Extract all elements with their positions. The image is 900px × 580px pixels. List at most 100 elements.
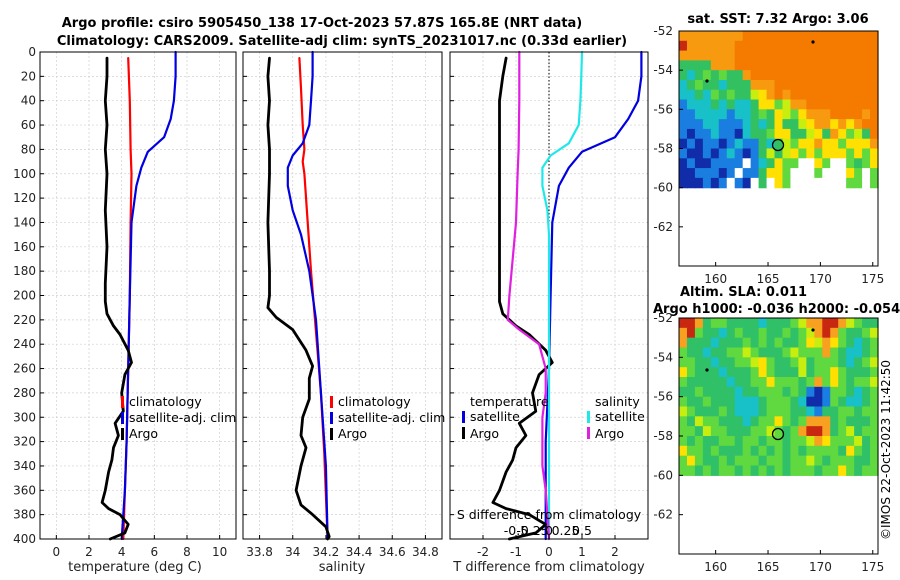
heatmap-cell bbox=[734, 327, 744, 339]
series-s-satellite bbox=[541, 50, 584, 541]
heatmap-cell bbox=[742, 465, 752, 476]
heatmap-cell bbox=[830, 396, 839, 408]
heatmap-cell bbox=[846, 337, 855, 349]
heatmap-cell bbox=[822, 436, 831, 447]
heatmap-cell bbox=[862, 396, 871, 408]
heatmap-cell bbox=[702, 455, 712, 467]
heatmap-cell bbox=[806, 337, 815, 349]
heatmap-cell bbox=[734, 436, 744, 447]
heatmap-cell bbox=[758, 455, 768, 467]
heatmap-cell bbox=[750, 455, 760, 467]
heatmap-cell bbox=[806, 31, 815, 42]
heatmap-cell bbox=[702, 386, 712, 398]
heatmap-cell bbox=[822, 70, 831, 81]
heatmap-cell bbox=[718, 377, 728, 388]
heatmap-cell bbox=[814, 377, 823, 388]
heatmap-cell bbox=[750, 465, 760, 476]
heatmap-cell bbox=[782, 426, 792, 437]
heatmap-cell bbox=[830, 318, 839, 329]
heatmap-cell bbox=[790, 386, 799, 398]
heatmap-cell bbox=[679, 416, 688, 427]
heatmap-cell bbox=[679, 128, 688, 140]
heatmap-cell bbox=[686, 109, 696, 120]
heatmap-cell bbox=[870, 70, 879, 81]
heatmap-cell bbox=[782, 168, 792, 179]
heatmap-cell bbox=[830, 148, 839, 159]
x-tick-label: 34.4 bbox=[346, 545, 373, 559]
heatmap-cell bbox=[710, 50, 720, 61]
heatmap-cell bbox=[679, 89, 688, 101]
heatmap-cell bbox=[806, 327, 815, 339]
heatmap-cell bbox=[814, 455, 823, 467]
heatmap-cell bbox=[702, 168, 712, 179]
heatmap-cell bbox=[846, 455, 855, 467]
legend-swatch-satellite-adj bbox=[330, 412, 333, 424]
heatmap-cell bbox=[702, 99, 712, 110]
heatmap-cell bbox=[679, 50, 688, 61]
series-t-argo bbox=[491, 56, 554, 541]
heatmap-cell bbox=[814, 31, 823, 42]
heatmap-cell bbox=[758, 99, 768, 110]
heatmap-cell bbox=[742, 168, 752, 179]
heatmap-cell bbox=[846, 396, 855, 408]
heatmap-cell bbox=[702, 357, 712, 368]
heatmap-cell bbox=[790, 406, 799, 417]
heatmap-cell bbox=[854, 465, 863, 476]
heatmap-cell bbox=[702, 416, 712, 427]
watermark: ©IMOS 22-Oct-2023 11:42:50 bbox=[879, 360, 893, 540]
heatmap-cell bbox=[846, 99, 855, 110]
heatmap-cell bbox=[814, 128, 823, 140]
heatmap-cell bbox=[854, 50, 863, 61]
heatmap-cell bbox=[766, 31, 776, 42]
heatmap-cell bbox=[846, 416, 855, 427]
heatmap-cell bbox=[694, 177, 704, 189]
heatmap-cell bbox=[750, 386, 760, 398]
heatmap-cell bbox=[782, 128, 792, 140]
heatmap-cell bbox=[822, 168, 831, 179]
heatmap-cell bbox=[830, 31, 839, 42]
y-tick-label: 320 bbox=[13, 435, 36, 449]
heatmap-cell bbox=[862, 70, 871, 81]
heatmap-cell bbox=[702, 40, 712, 52]
heatmap-cell bbox=[830, 138, 839, 150]
heatmap-cell bbox=[710, 465, 720, 476]
heatmap-cell bbox=[806, 436, 815, 447]
heatmap-cell bbox=[790, 465, 799, 476]
heatmap-cell bbox=[774, 168, 784, 179]
heatmap-cell bbox=[870, 119, 879, 130]
heatmap-cell bbox=[838, 337, 847, 349]
difference-legend: temperature satellite Argo salinity sate… bbox=[462, 394, 645, 441]
heatmap-cell bbox=[774, 128, 784, 140]
heatmap-cell bbox=[710, 70, 720, 81]
heatmap-cell bbox=[838, 318, 847, 329]
heatmap-cell bbox=[798, 119, 807, 130]
heatmap-cell bbox=[782, 138, 792, 150]
heatmap-cell bbox=[870, 50, 879, 61]
heatmap-cell bbox=[750, 168, 760, 179]
heatmap-cell bbox=[870, 386, 879, 398]
heatmap-cell bbox=[702, 396, 712, 408]
heatmap-cell bbox=[846, 168, 855, 179]
heatmap-cell bbox=[814, 327, 823, 339]
heatmap-cell bbox=[758, 60, 768, 71]
heatmap-cell bbox=[798, 357, 807, 368]
heatmap-cell bbox=[742, 31, 752, 42]
heatmap-cell bbox=[686, 416, 696, 427]
legend-swatch-s-satellite bbox=[587, 411, 590, 423]
legend-swatch-climatology bbox=[121, 396, 124, 408]
heatmap-cell bbox=[710, 128, 720, 140]
y-tick-label: -58 bbox=[653, 429, 673, 443]
heatmap-cell bbox=[710, 109, 720, 120]
heatmap-cell bbox=[782, 148, 792, 159]
heatmap-cell bbox=[679, 99, 688, 110]
heatmap-cell bbox=[838, 386, 847, 398]
heatmap-cell bbox=[846, 347, 855, 358]
heatmap-cell bbox=[838, 436, 847, 447]
heatmap-cell bbox=[742, 327, 752, 339]
heatmap-cell bbox=[679, 367, 688, 378]
heatmap-cell bbox=[870, 109, 879, 120]
heatmap-cell bbox=[734, 128, 744, 140]
heatmap-cell bbox=[838, 40, 847, 52]
heatmap-cell bbox=[838, 426, 847, 437]
heatmap-cell bbox=[838, 177, 847, 189]
